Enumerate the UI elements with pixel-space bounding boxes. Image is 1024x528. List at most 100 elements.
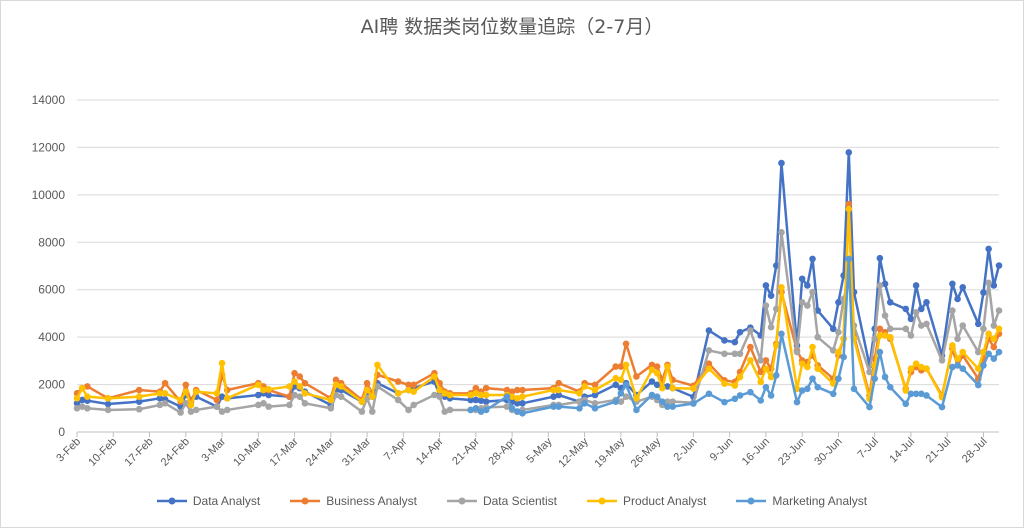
data-point-business-analyst xyxy=(617,363,625,370)
data-point-data-analyst xyxy=(482,398,490,405)
data-point-business-analyst xyxy=(519,386,526,394)
data-point-marketing-analyst xyxy=(648,391,656,399)
data-point-product-analyst xyxy=(772,342,780,349)
data-point-product-analyst xyxy=(156,390,164,397)
data-point-marketing-analyst xyxy=(804,385,811,393)
data-point-product-analyst xyxy=(918,363,925,371)
data-point-marketing-analyst xyxy=(876,348,884,356)
data-point-marketing-analyst xyxy=(576,404,583,412)
x-tick-label: 19-May xyxy=(593,435,628,470)
data-point-marketing-analyst xyxy=(581,400,588,407)
data-point-product-analyst xyxy=(809,343,816,351)
data-point-data-analyst xyxy=(135,398,143,405)
data-point-product-analyst xyxy=(472,390,480,397)
data-point-product-analyst xyxy=(757,378,765,386)
data-point-product-analyst xyxy=(78,384,86,392)
data-point-data-analyst xyxy=(985,245,992,253)
data-point-data-analyst xyxy=(923,298,930,306)
data-point-data-scientist xyxy=(772,305,780,313)
data-point-marketing-analyst xyxy=(555,403,563,410)
data-point-data-analyst xyxy=(591,391,599,399)
data-point-product-analyst xyxy=(902,387,910,394)
legend-item-product-analyst[interactable]: Product Analyst xyxy=(587,494,706,508)
legend-item-data-scientist[interactable]: Data Scientist xyxy=(446,494,558,508)
data-point-data-scientist xyxy=(177,409,184,416)
data-point-data-scientist xyxy=(286,401,293,409)
legend-label: Data Scientist xyxy=(482,494,558,508)
data-point-data-analyst xyxy=(550,393,557,400)
data-point-data-scientist xyxy=(591,400,599,407)
data-point-business-analyst xyxy=(363,379,371,387)
data-point-data-scientist xyxy=(410,401,417,409)
data-point-data-scientist xyxy=(182,400,190,407)
x-tick-label: 31-Mar xyxy=(340,435,373,468)
data-point-product-analyst xyxy=(835,348,842,356)
data-point-data-analyst xyxy=(845,149,853,156)
data-point-data-scientist xyxy=(762,302,770,309)
data-point-product-analyst xyxy=(990,335,998,343)
data-point-product-analyst xyxy=(912,360,920,368)
data-point-data-analyst xyxy=(705,327,713,334)
data-point-marketing-analyst xyxy=(798,387,806,394)
legend-label: Business Analyst xyxy=(326,494,417,508)
data-point-data-scientist xyxy=(835,328,842,336)
data-point-marketing-analyst xyxy=(881,373,889,381)
legend-item-data-analyst[interactable]: Data Analyst xyxy=(156,494,260,508)
data-point-data-scientist xyxy=(218,408,226,415)
data-point-product-analyst xyxy=(550,386,557,394)
data-point-business-analyst xyxy=(482,384,490,392)
data-point-data-analyst xyxy=(653,381,661,389)
data-point-product-analyst xyxy=(161,390,169,397)
data-point-marketing-analyst xyxy=(617,390,625,397)
y-tick-label: 12000 xyxy=(32,140,66,154)
data-point-data-analyst xyxy=(218,393,226,400)
data-point-product-analyst xyxy=(617,376,625,384)
y-tick-label: 2000 xyxy=(38,378,65,392)
legend-item-marketing-analyst[interactable]: Marketing Analyst xyxy=(736,494,867,508)
data-point-product-analyst xyxy=(669,384,676,392)
legend-item-business-analyst[interactable]: Business Analyst xyxy=(290,494,417,508)
data-point-data-analyst xyxy=(664,383,671,390)
data-point-marketing-analyst xyxy=(721,398,728,406)
data-point-product-analyst xyxy=(923,365,930,372)
data-point-data-analyst xyxy=(467,396,474,404)
data-point-product-analyst xyxy=(265,386,272,393)
data-point-marketing-analyst xyxy=(866,403,873,411)
data-point-product-analyst xyxy=(886,333,894,341)
data-point-product-analyst xyxy=(814,365,822,372)
data-point-marketing-analyst xyxy=(809,375,816,382)
x-tick-label: 23-Jun xyxy=(776,436,808,468)
data-point-business-analyst xyxy=(405,381,412,389)
data-point-data-scientist xyxy=(265,403,272,410)
data-point-business-analyst xyxy=(990,343,998,351)
data-point-data-analyst xyxy=(767,292,775,299)
data-point-data-analyst xyxy=(980,289,987,296)
data-point-data-scientist xyxy=(192,406,200,414)
data-point-product-analyst xyxy=(954,355,961,363)
data-point-product-analyst xyxy=(612,374,619,382)
data-point-data-scientist xyxy=(223,406,231,414)
x-tick-label: 21-Apr xyxy=(450,435,482,467)
data-point-product-analyst xyxy=(633,395,640,402)
data-point-marketing-analyst xyxy=(974,381,982,389)
data-point-product-analyst xyxy=(291,378,298,385)
data-point-data-scientist xyxy=(886,325,894,333)
data-point-marketing-analyst xyxy=(793,398,801,406)
data-point-data-analyst xyxy=(555,391,563,399)
y-tick-label: 10000 xyxy=(32,188,66,202)
data-point-data-analyst xyxy=(995,262,1003,269)
data-point-data-analyst xyxy=(648,378,656,385)
data-point-data-scientist xyxy=(980,325,987,333)
data-point-marketing-analyst xyxy=(767,392,775,399)
x-tick-label: 17-Mar xyxy=(268,435,301,468)
data-point-product-analyst xyxy=(747,357,754,364)
data-point-data-scientist xyxy=(368,408,376,415)
data-point-data-scientist xyxy=(871,335,878,343)
data-point-product-analyst xyxy=(182,388,190,395)
data-point-business-analyst xyxy=(301,379,309,387)
data-point-product-analyst xyxy=(431,373,438,380)
data-point-marketing-analyst xyxy=(912,390,920,398)
data-point-business-analyst xyxy=(622,340,630,348)
data-point-product-analyst xyxy=(804,363,811,371)
data-point-product-analyst xyxy=(767,373,775,381)
